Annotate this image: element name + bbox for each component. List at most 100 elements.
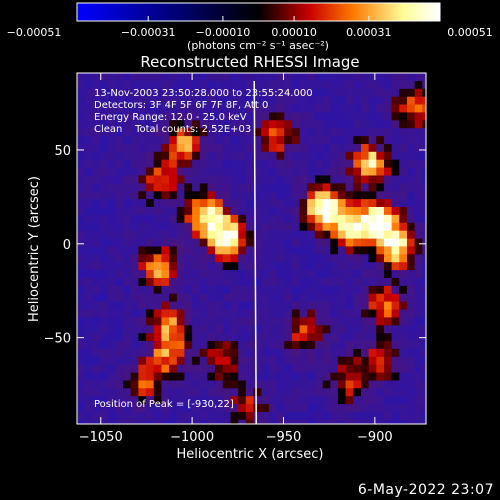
heatmap-cell xyxy=(245,136,254,145)
heatmap-cell xyxy=(399,238,408,247)
heatmap-cell xyxy=(215,199,224,208)
heatmap-cell xyxy=(230,159,239,168)
heatmap-cell xyxy=(345,285,354,295)
heatmap-cell xyxy=(345,419,354,424)
heatmap-cell xyxy=(376,348,385,358)
heatmap-cell xyxy=(123,104,132,113)
heatmap-cell xyxy=(253,167,262,176)
heatmap-cell xyxy=(322,167,331,176)
heatmap-cell xyxy=(238,348,247,358)
heatmap-cell xyxy=(322,412,331,421)
heatmap-cell xyxy=(337,207,346,216)
heatmap-cell xyxy=(268,333,277,342)
heatmap-cell xyxy=(284,136,293,145)
heatmap-cell xyxy=(92,301,101,310)
heatmap-cell xyxy=(391,341,400,350)
heatmap-cell xyxy=(391,230,400,239)
heatmap-cell xyxy=(307,246,316,255)
heatmap-cell xyxy=(322,372,331,381)
heatmap-cell xyxy=(391,412,400,421)
heatmap-cell xyxy=(261,128,270,137)
heatmap-cell xyxy=(384,80,393,90)
heatmap-cell xyxy=(130,96,139,105)
heatmap-cell xyxy=(192,356,201,366)
heatmap-cell xyxy=(253,175,262,184)
heatmap-cell xyxy=(77,317,86,326)
heatmap-cell xyxy=(368,238,377,247)
heatmap-cell xyxy=(322,341,331,350)
heatmap-cell xyxy=(314,238,323,247)
heatmap-cell xyxy=(414,222,423,232)
heatmap-cell xyxy=(299,120,308,129)
heatmap-cell xyxy=(291,199,300,208)
heatmap-cell xyxy=(276,309,285,318)
heatmap-cell xyxy=(161,254,170,263)
heatmap-cell xyxy=(169,325,178,334)
heatmap-cell xyxy=(261,104,270,113)
heatmap-cell xyxy=(376,278,385,287)
y-tick-label: −50 xyxy=(44,332,71,347)
heatmap-cell xyxy=(100,80,109,90)
heatmap-cell xyxy=(261,214,270,224)
colorbar-tick-label: 0.00010 xyxy=(271,26,317,39)
heatmap-cell xyxy=(368,254,377,263)
heatmap-cell xyxy=(176,214,185,224)
heatmap-cell xyxy=(207,183,216,192)
heatmap-cell xyxy=(230,309,239,318)
heatmap-cell xyxy=(92,175,101,184)
heatmap-cell xyxy=(407,73,416,82)
heatmap-cell xyxy=(391,144,400,153)
heatmap-cell xyxy=(384,159,393,168)
heatmap-cell xyxy=(176,246,185,255)
heatmap-cell xyxy=(353,222,362,232)
heatmap-cell xyxy=(84,159,93,168)
heatmap-cell xyxy=(322,246,331,255)
heatmap-cell xyxy=(345,388,354,397)
heatmap-cell xyxy=(138,238,147,247)
heatmap-cell xyxy=(222,317,231,326)
heatmap-cell xyxy=(253,348,262,358)
heatmap-cell xyxy=(215,144,224,153)
heatmap-cell xyxy=(353,207,362,216)
heatmap-cell xyxy=(245,175,254,184)
heatmap-cell xyxy=(314,112,323,121)
heatmap-cell xyxy=(161,333,170,342)
heatmap-cell xyxy=(261,151,270,161)
heatmap-cell xyxy=(399,348,408,358)
heatmap-cell xyxy=(414,262,423,271)
heatmap-cell xyxy=(222,136,231,145)
heatmap-cell xyxy=(169,364,178,373)
heatmap-cell xyxy=(284,333,293,342)
heatmap-cell xyxy=(422,293,426,302)
heatmap-cell xyxy=(138,128,147,137)
heatmap-cell xyxy=(215,159,224,168)
heatmap-cell xyxy=(153,270,162,279)
heatmap-cell xyxy=(230,301,239,310)
heatmap-cell xyxy=(276,80,285,90)
heatmap-cell xyxy=(184,199,193,208)
heatmap-cell xyxy=(384,214,393,224)
heatmap-cell xyxy=(384,293,393,302)
heatmap-cell xyxy=(322,404,331,413)
heatmap-cell xyxy=(330,396,339,405)
heatmap-cell xyxy=(361,254,370,263)
heatmap-cell xyxy=(238,325,247,334)
heatmap-cell xyxy=(84,238,93,247)
heatmap-cell xyxy=(314,285,323,295)
heatmap-cell xyxy=(422,159,426,168)
heatmap-cell xyxy=(153,388,162,397)
heatmap-cell xyxy=(345,412,354,421)
heatmap-cell xyxy=(84,341,93,350)
heatmap-cell xyxy=(192,404,201,413)
heatmap-cell xyxy=(399,254,408,263)
heatmap-cell xyxy=(337,183,346,192)
heatmap-cell xyxy=(215,396,224,405)
heatmap-cell xyxy=(199,214,208,224)
heatmap-cell xyxy=(245,356,254,366)
heatmap-cell xyxy=(299,325,308,334)
heatmap-cell xyxy=(84,246,93,255)
heatmap-cell xyxy=(422,230,426,239)
heatmap-cell xyxy=(230,128,239,137)
heatmap-cell xyxy=(199,380,208,389)
heatmap-cell xyxy=(299,419,308,424)
